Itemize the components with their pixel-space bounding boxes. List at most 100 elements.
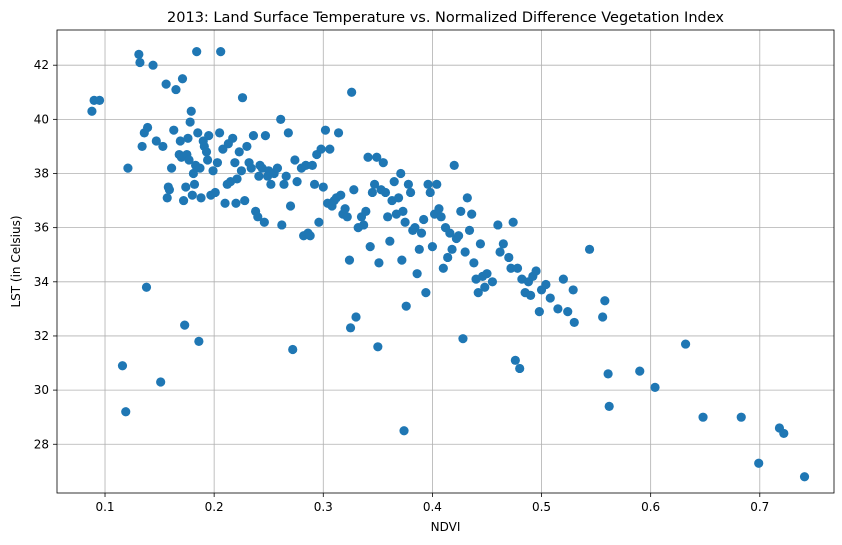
data-point [325, 144, 335, 154]
data-point [333, 128, 344, 138]
data-point [401, 301, 411, 311]
data-point [277, 220, 287, 230]
data-point [361, 206, 371, 217]
y-axis-label: LST (in Celsius) [9, 215, 23, 307]
data-point [202, 155, 213, 165]
data-point [232, 174, 242, 184]
data-point [231, 198, 241, 208]
data-point [184, 155, 194, 165]
data-point [475, 239, 486, 249]
data-point [558, 274, 568, 284]
data-point [180, 320, 190, 330]
data-point [410, 223, 420, 233]
data-point [158, 141, 168, 152]
data-point [142, 122, 153, 133]
data-point [188, 168, 199, 179]
data-point [259, 217, 269, 227]
data-point [204, 130, 214, 141]
y-tick-label: 38 [34, 167, 49, 181]
data-point [336, 190, 346, 200]
data-point [166, 163, 177, 173]
data-point [553, 304, 563, 314]
data-point [161, 79, 171, 89]
data-point [183, 133, 193, 143]
chart-title: 2013: Land Surface Temperature vs. Norma… [167, 10, 724, 26]
data-point [650, 382, 660, 393]
data-point [175, 136, 185, 146]
data-point [210, 187, 220, 198]
data-point [301, 160, 311, 170]
data-points [87, 47, 810, 482]
data-point [447, 244, 457, 254]
x-tick-label: 0.5 [532, 500, 551, 514]
data-point [436, 212, 446, 222]
data-point [389, 177, 399, 187]
data-point [482, 269, 492, 279]
data-point [487, 277, 498, 287]
data-point [187, 190, 197, 200]
data-point [117, 361, 128, 371]
data-point [230, 158, 240, 168]
data-point [123, 163, 133, 173]
data-point [508, 217, 518, 227]
data-point [604, 401, 614, 411]
y-tick-label: 40 [34, 112, 49, 126]
data-point [201, 147, 212, 157]
data-point [600, 296, 610, 306]
data-point [216, 47, 226, 57]
data-point [220, 198, 230, 208]
data-point [365, 242, 375, 252]
data-point [416, 228, 427, 238]
data-point [534, 306, 544, 317]
data-point [510, 355, 520, 365]
data-point [171, 84, 181, 95]
data-point [212, 158, 223, 168]
data-point [189, 179, 200, 189]
data-point [137, 141, 147, 152]
data-point [367, 187, 377, 198]
data-point [87, 106, 97, 116]
data-point [425, 187, 435, 198]
data-point [512, 263, 523, 273]
data-point [285, 201, 296, 211]
data-point [141, 282, 152, 292]
data-point [246, 163, 256, 173]
data-point [196, 193, 206, 203]
data-point [421, 288, 431, 298]
data-point [272, 163, 283, 173]
data-point [288, 344, 298, 355]
data-point [178, 195, 189, 206]
data-point [545, 293, 555, 303]
data-point [779, 428, 789, 439]
data-point [340, 204, 350, 214]
data-point [181, 182, 191, 192]
data-point [208, 166, 218, 176]
data-point [427, 242, 438, 252]
data-point [563, 306, 573, 317]
data-point [541, 279, 551, 290]
data-point [305, 231, 315, 241]
data-point [568, 285, 578, 295]
data-point [121, 407, 131, 417]
data-point [698, 412, 708, 422]
data-point [412, 269, 422, 279]
data-point [342, 212, 352, 222]
data-point [151, 136, 161, 146]
data-point [94, 95, 105, 105]
x-tick-label: 0.2 [205, 500, 224, 514]
data-point [400, 217, 410, 227]
data-point [309, 179, 320, 189]
data-point [260, 130, 271, 141]
data-point [290, 155, 300, 165]
plot-area-frame [56, 29, 835, 494]
data-point [504, 252, 514, 263]
axis-ticks: 0.1 0.2 0.3 0.4 0.5 0.6 0.7 28 30 32 34 36 38 40 42 [34, 58, 770, 514]
data-point [799, 472, 810, 482]
x-tick-label: 0.3 [314, 500, 333, 514]
data-point [359, 220, 369, 230]
data-point [215, 128, 225, 138]
data-point [134, 49, 144, 59]
data-point [186, 106, 196, 116]
data-point [320, 125, 331, 135]
